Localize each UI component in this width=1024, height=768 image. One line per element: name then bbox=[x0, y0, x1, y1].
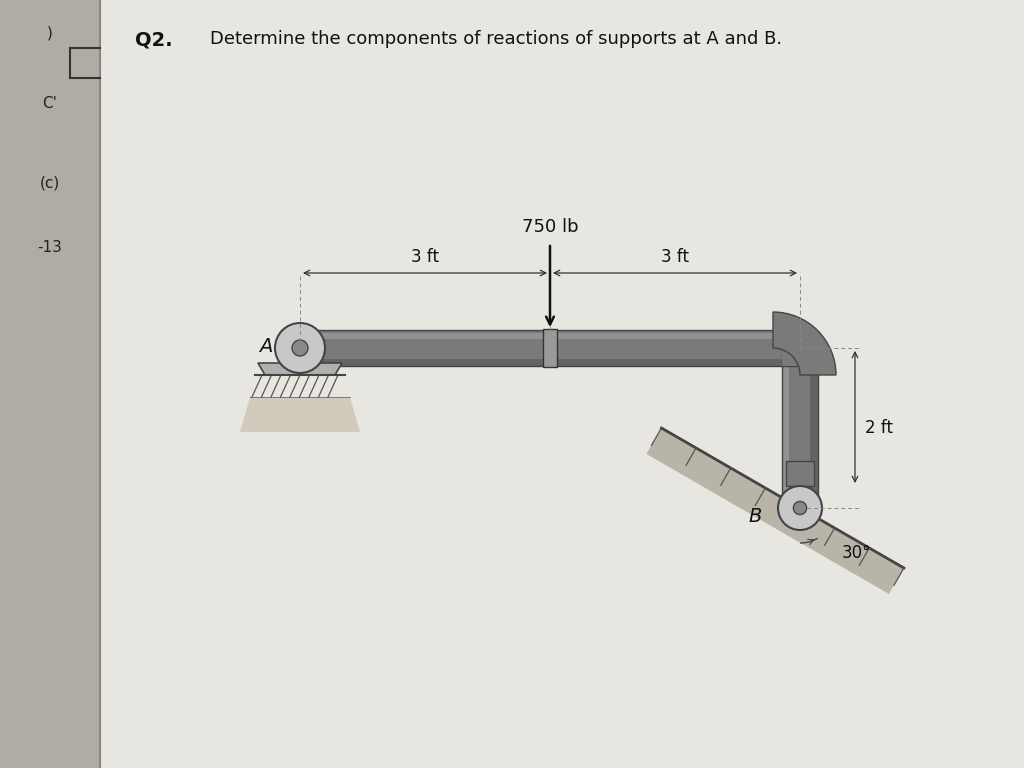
Polygon shape bbox=[646, 428, 904, 594]
Bar bbox=[300, 330, 800, 366]
Circle shape bbox=[778, 486, 822, 530]
Text: 3 ft: 3 ft bbox=[411, 248, 439, 266]
Text: A: A bbox=[259, 336, 272, 356]
Wedge shape bbox=[773, 312, 836, 375]
Bar bbox=[300, 330, 800, 366]
Bar bbox=[810, 348, 818, 508]
Bar bbox=[782, 330, 818, 366]
Circle shape bbox=[794, 502, 807, 515]
Bar bbox=[300, 359, 800, 366]
Circle shape bbox=[275, 323, 325, 373]
Text: 30°: 30° bbox=[842, 544, 871, 562]
Circle shape bbox=[292, 340, 308, 356]
Text: Determine the components of reactions of supports at A and B.: Determine the components of reactions of… bbox=[210, 30, 782, 48]
Bar bbox=[782, 348, 790, 508]
Polygon shape bbox=[240, 397, 360, 432]
Text: (c): (c) bbox=[40, 176, 60, 190]
Text: Q2.: Q2. bbox=[135, 30, 173, 49]
Text: C': C' bbox=[43, 95, 57, 111]
Text: 750 lb: 750 lb bbox=[521, 218, 579, 236]
Bar bbox=[0, 0, 100, 768]
Bar bbox=[782, 348, 818, 508]
Polygon shape bbox=[258, 363, 342, 375]
Text: B: B bbox=[749, 507, 762, 525]
Bar bbox=[300, 333, 800, 339]
Text: 3 ft: 3 ft bbox=[662, 248, 689, 266]
Bar bbox=[782, 348, 818, 508]
Polygon shape bbox=[785, 461, 814, 486]
Bar bbox=[543, 329, 557, 367]
Text: 2 ft: 2 ft bbox=[865, 419, 893, 437]
Text: ): ) bbox=[47, 25, 53, 41]
Text: -13: -13 bbox=[38, 240, 62, 256]
